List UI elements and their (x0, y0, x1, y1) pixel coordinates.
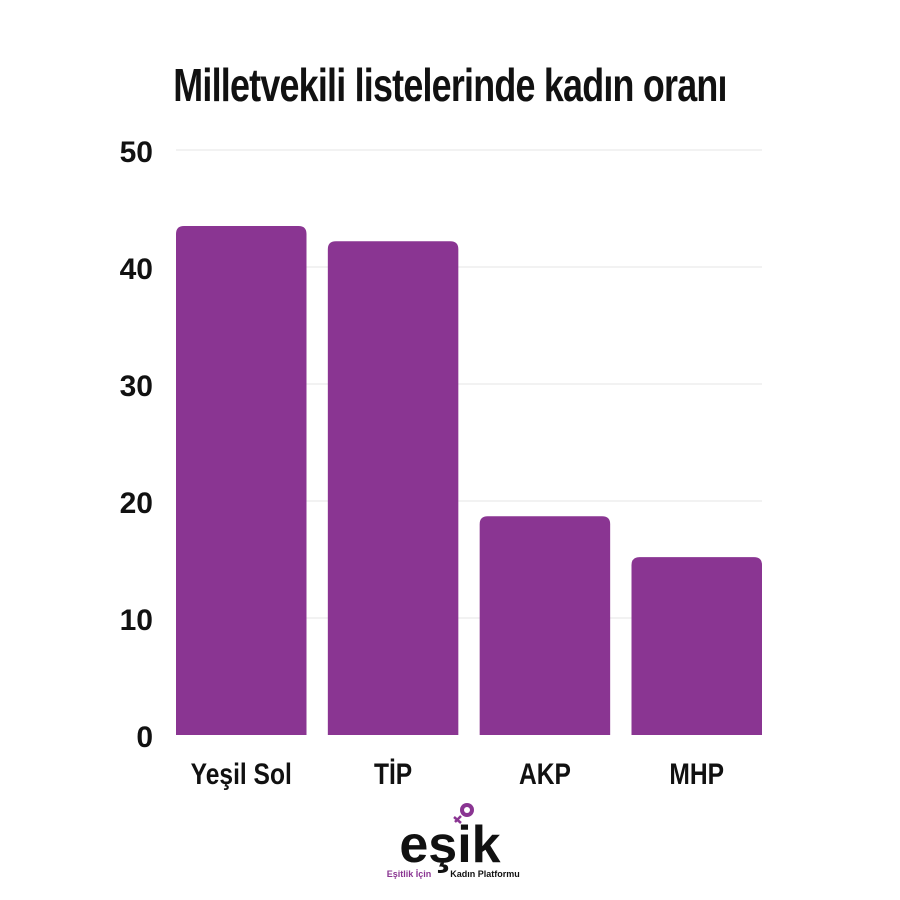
bars (176, 226, 762, 736)
x-tick-label: TİP (374, 757, 412, 791)
y-tick-label: 0 (136, 721, 153, 754)
x-axis-ticks: Yeşil Sol TİP AKP MHP (191, 757, 724, 791)
x-tick-label: Yeşil Sol (191, 757, 292, 791)
y-tick-label: 10 (120, 604, 153, 637)
logo-wordmark: eşik (399, 816, 500, 874)
chart-title: Milletvekili listelerinde kadın oranı (173, 59, 727, 111)
bar-akp (479, 516, 611, 735)
logo-tagline-right: Kadın Platformu (450, 869, 520, 879)
x-tick-label: MHP (669, 757, 724, 791)
y-axis-ticks: 0 10 20 30 40 50 (120, 136, 153, 754)
bar-yeşil-sol (176, 226, 307, 736)
y-tick-label: 40 (120, 253, 153, 286)
y-tick-label: 30 (120, 370, 153, 403)
y-tick-label: 20 (120, 487, 153, 520)
venus-icon (453, 803, 474, 824)
bar-ti̇p (327, 241, 459, 735)
logo-tagline-left: Eşitlik İçin (387, 869, 432, 879)
x-tick-label: AKP (519, 757, 571, 791)
y-tick-label: 50 (120, 136, 153, 169)
bar-mhp (631, 557, 762, 735)
esik-logo: eşik Eşitlik İçin Kadın Platformu (387, 803, 520, 879)
